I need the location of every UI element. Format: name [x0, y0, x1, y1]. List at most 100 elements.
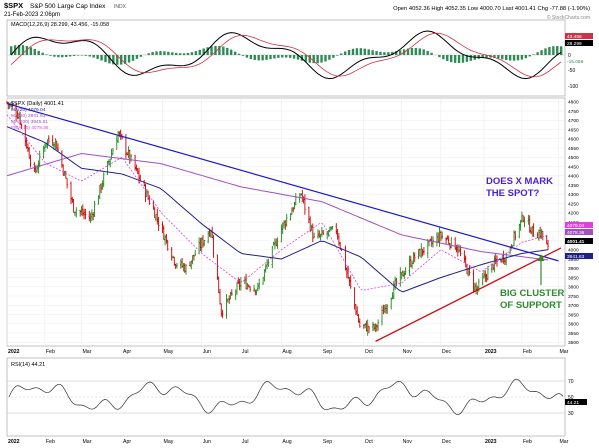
- price-value-tag-4: [565, 253, 593, 259]
- macd-label: MACD(12,26,9) 28.299, 43.456, -15.058: [11, 22, 109, 28]
- price-y-tick-label: 4300: [568, 192, 579, 198]
- macd-value-label: 43.456: [567, 34, 582, 40]
- macd-histogram-bar: [88, 55, 91, 57]
- macd-histogram-bar: [190, 52, 194, 55]
- price-y-tick-label: 4700: [568, 118, 579, 124]
- price-y-tick-label: 4400: [568, 174, 579, 180]
- legend-ema10: EMA(10) 4078.36: [11, 125, 49, 131]
- macd-histogram-bar: [214, 45, 217, 55]
- macd-histogram-bar: [155, 51, 158, 55]
- macd-histogram-bar: [363, 48, 366, 55]
- price-x-tick-label: Mar: [559, 349, 568, 355]
- macd-histogram-bar: [139, 55, 143, 57]
- price-y-tick-label: 4600: [568, 137, 579, 143]
- macd-histogram-bar: [10, 46, 13, 55]
- macd-histogram-bar: [336, 55, 339, 56]
- price-x-tick-label: Mar: [82, 349, 91, 355]
- macd-histogram-bar: [340, 53, 343, 55]
- macd-histogram-bar: [375, 51, 378, 55]
- rsi-label: RSI(14) 44.21: [11, 362, 45, 368]
- macd-histogram-bar: [438, 55, 441, 58]
- macd-histogram-bar: [96, 55, 99, 59]
- macd-histogram-bar: [147, 53, 150, 55]
- macd-histogram-bar: [57, 55, 60, 58]
- macd-histogram-bar: [37, 50, 40, 55]
- price-panel-label: $SPX (Daily) 4001.41: [11, 101, 64, 107]
- rsi-x-tick-label: Mar: [559, 439, 568, 445]
- macd-histogram-bar: [414, 47, 418, 55]
- ma20-line: [6, 114, 549, 291]
- legend-ma20: MA(20) 4079.04: [11, 107, 46, 113]
- rsi-x-tick-label: 2022: [8, 439, 20, 445]
- rsi-tick-70: 70: [568, 379, 574, 385]
- macd-histogram-bar: [442, 55, 445, 60]
- support-arrow-head: [537, 254, 545, 261]
- chart-date: 21-Feb-2023 2:06pm: [4, 12, 60, 18]
- macd-histogram-bar: [253, 55, 256, 60]
- macd-histogram-bar: [520, 55, 524, 60]
- macd-histogram-bar: [536, 52, 539, 55]
- price-x-tick-label: Dec: [442, 349, 452, 355]
- price-x-axis: 2022 Feb Mar Apr May Jun Jul Aug Sep Oct Nov Dec 202…: [8, 349, 569, 355]
- price-y-tick-label: 3550: [568, 331, 579, 337]
- macd-histogram-bar: [261, 55, 264, 61]
- rsi-x-tick-label: Dec: [442, 439, 452, 445]
- macd-histogram-bar: [304, 55, 308, 62]
- price-value-tag-3: [565, 238, 593, 244]
- macd-tick-minus100: -100: [568, 84, 578, 90]
- macd-line: [10, 30, 562, 80]
- price-y-tick-label: 4650: [568, 127, 579, 133]
- macd-histogram-bar: [265, 55, 268, 60]
- annotation-support-line2: OF SUPPORT: [500, 300, 562, 311]
- macd-histogram-bar: [53, 55, 56, 57]
- macd-histogram-bar: [308, 55, 311, 63]
- macd-histogram-bar: [68, 55, 72, 57]
- macd-histogram-bar: [418, 48, 421, 55]
- macd-histogram-bar: [206, 47, 209, 55]
- macd-histogram-bar: [151, 52, 154, 55]
- price-x-tick-label: Sep: [323, 349, 332, 355]
- macd-histogram-bar: [237, 53, 241, 55]
- macd-histogram-bar: [324, 55, 327, 62]
- macd-histogram-bar: [391, 51, 394, 55]
- macd-histogram-bar: [167, 51, 170, 55]
- macd-histogram-bar: [410, 48, 414, 55]
- macd-histogram-bar: [430, 52, 433, 55]
- ma200-line: [6, 152, 549, 261]
- macd-histogram-bar: [398, 50, 402, 55]
- price-y-tick-label: 4200: [568, 211, 579, 217]
- macd-histogram-bar: [453, 55, 457, 63]
- macd-histogram-bar: [347, 49, 351, 55]
- macd-histogram-bar: [540, 50, 543, 55]
- macd-histogram-bar: [230, 49, 233, 55]
- macd-histogram-bar: [560, 46, 563, 55]
- macd-histogram-bar: [465, 55, 469, 62]
- macd-histogram-bar: [108, 55, 111, 64]
- price-y-tick-label: 3500: [568, 340, 579, 346]
- macd-panel-frame: [6, 19, 566, 97]
- macd-histogram-bar: [171, 52, 174, 55]
- ma50-line: [6, 126, 549, 293]
- macd-histogram-bar: [450, 55, 453, 63]
- macd-histogram-bar: [383, 52, 386, 55]
- price-y-tick-label: 3700: [568, 303, 579, 309]
- rsi-x-tick-label: Apr: [123, 439, 131, 445]
- macd-histogram-bar: [218, 45, 221, 55]
- macd-histogram-bar: [269, 55, 272, 60]
- macd-histogram-bar: [245, 55, 249, 58]
- price-x-tick-label: Nov: [403, 349, 413, 355]
- macd-histogram-bar: [516, 55, 520, 61]
- price-x-tick-label: May: [164, 349, 174, 355]
- macd-histogram-bar: [395, 51, 398, 55]
- macd-histogram-bar: [175, 52, 178, 55]
- price-y-tick-label: 3750: [568, 294, 579, 300]
- macd-value-tag: [565, 33, 593, 39]
- macd-histogram-bar: [343, 51, 347, 55]
- price-y-tick-label: 4750: [568, 109, 579, 115]
- macd-histogram-bar: [127, 55, 131, 63]
- macd-histogram-bar: [316, 55, 319, 64]
- price-x-tick-label: Feb: [46, 349, 55, 355]
- price-y-tick-label: 3900: [568, 266, 579, 272]
- price-panel: 4800 4750 4700 4650 4600 4550 4500 4450 4400 4350…: [6, 97, 593, 355]
- price-value-label-2: 4078.36: [567, 230, 585, 236]
